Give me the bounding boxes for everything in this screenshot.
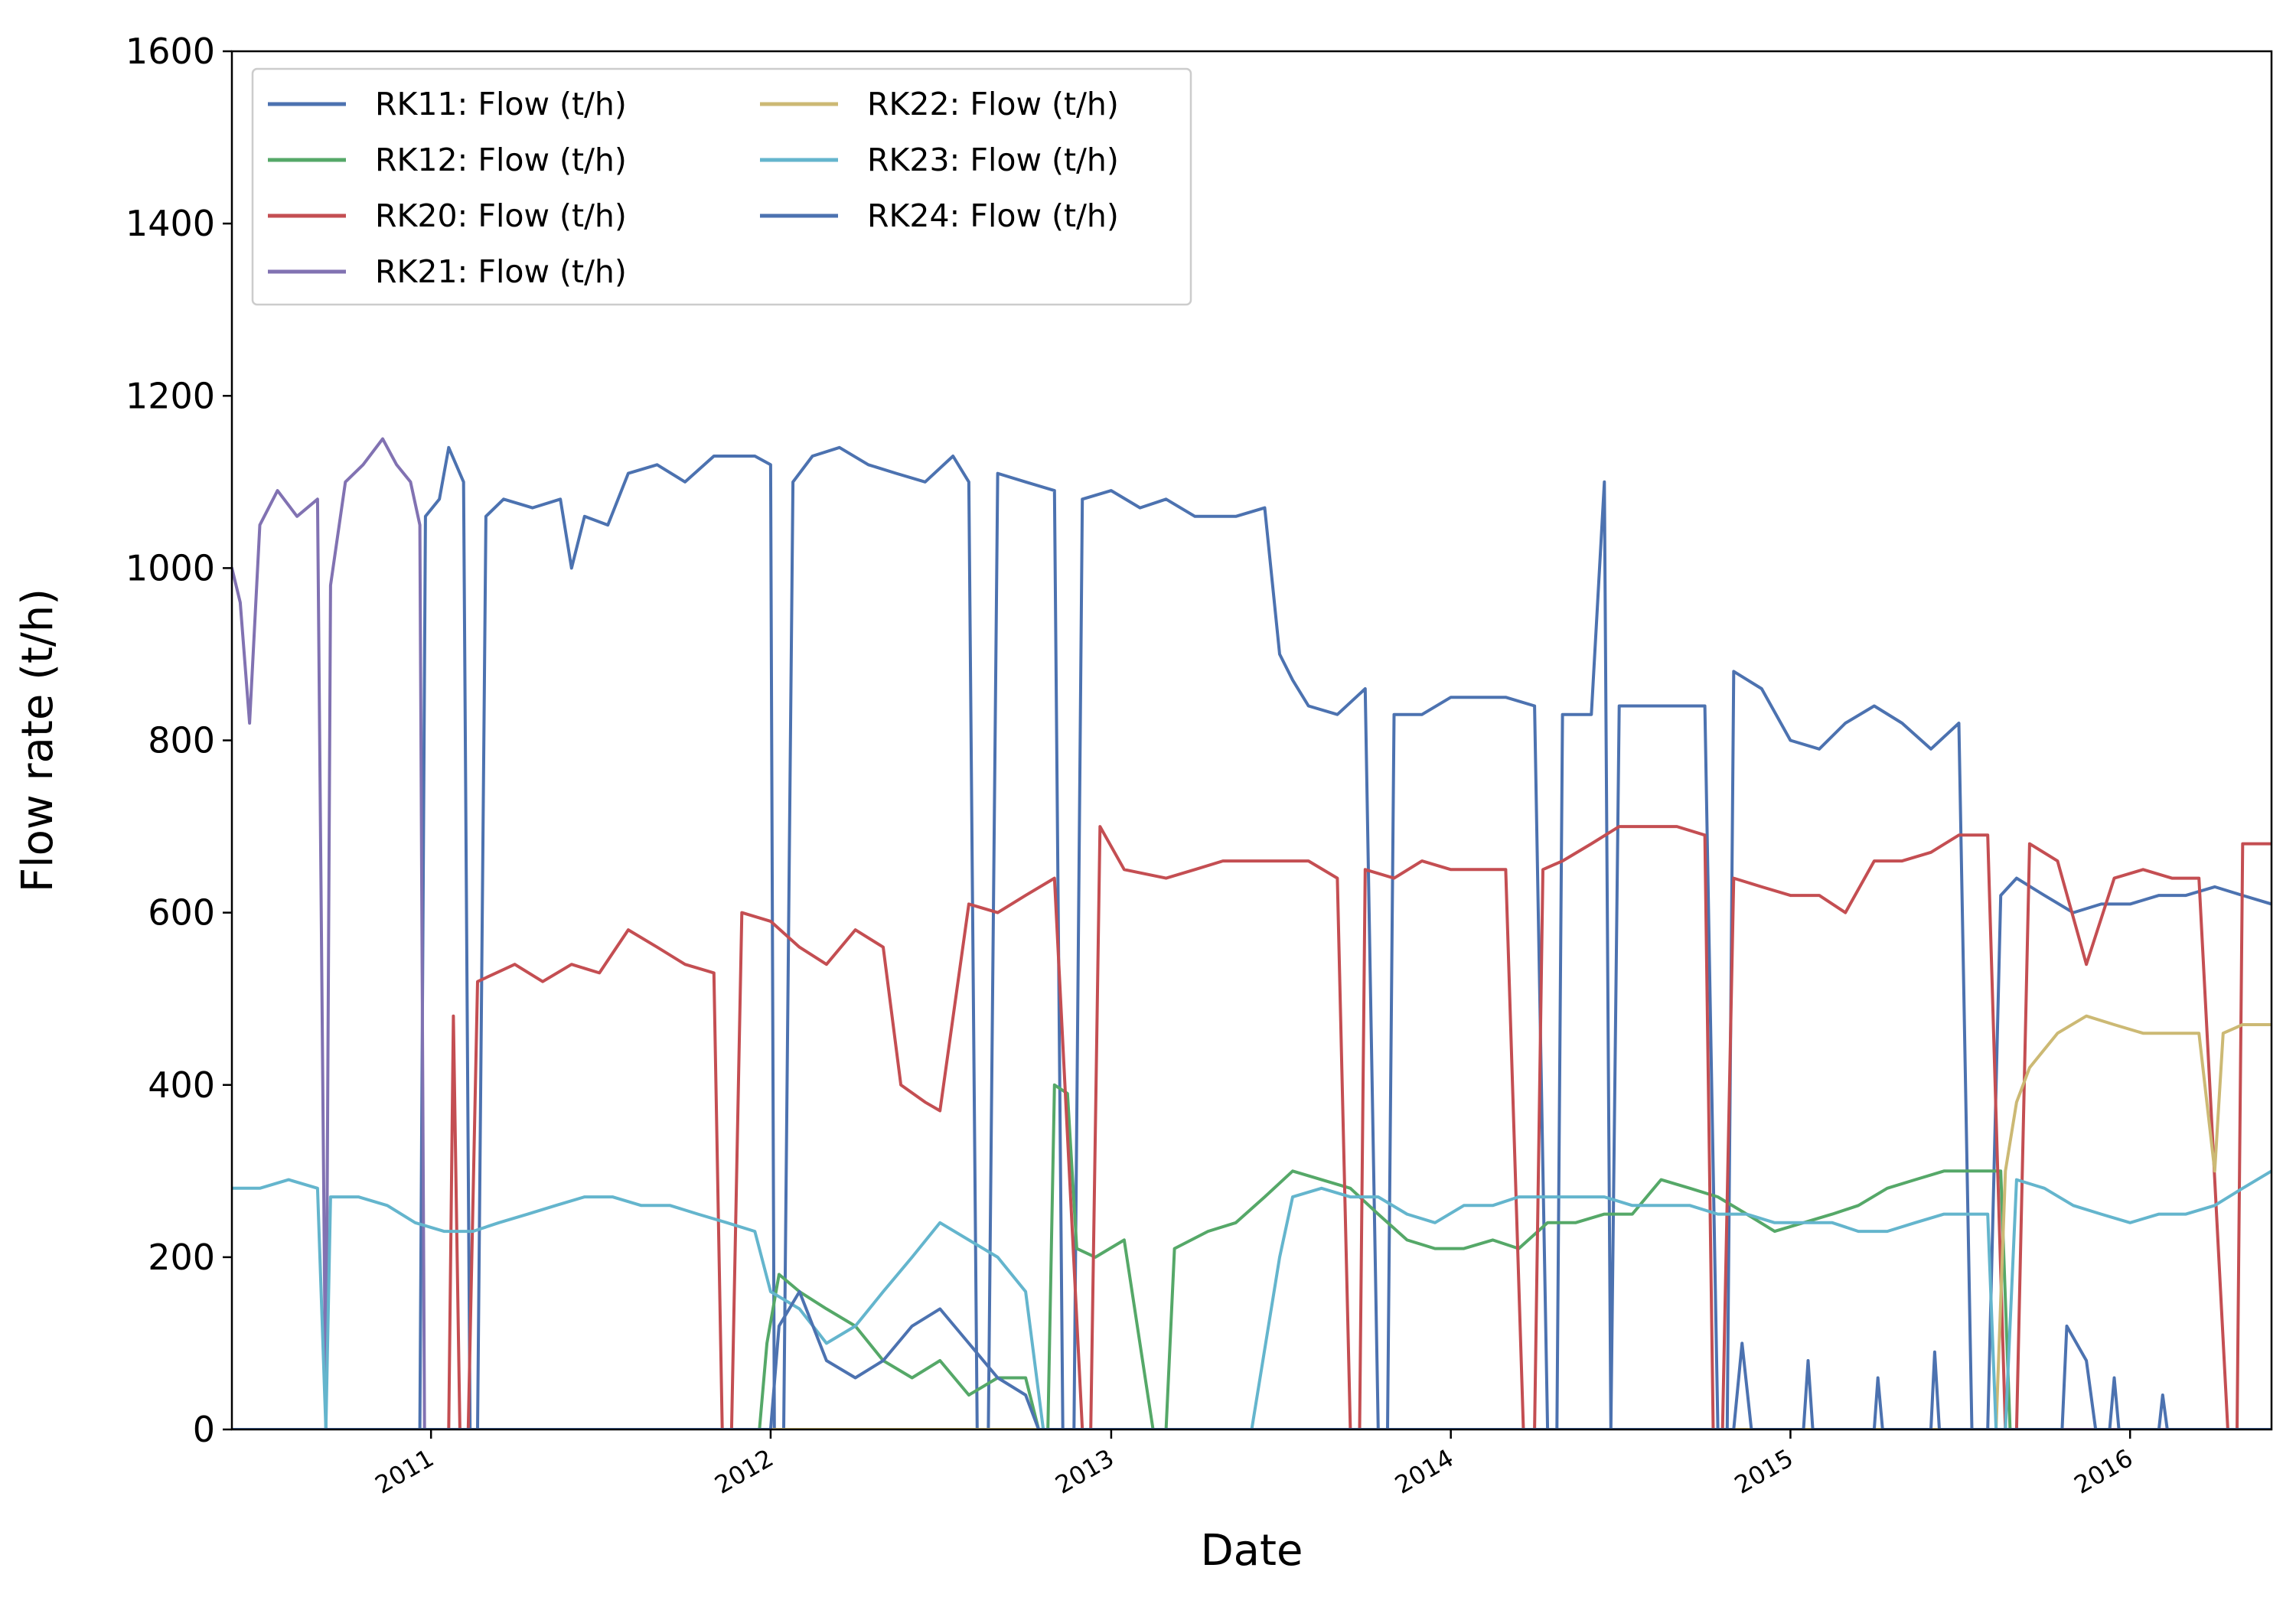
legend-label: RK23: Flow (t/h) [867, 142, 1119, 178]
y-tick-label: 400 [148, 1064, 215, 1106]
x-tick-label: 2015 [1730, 1443, 1799, 1500]
y-axis-label: Flow rate (t/h) [13, 588, 63, 892]
series-line-rk24 [232, 1289, 2272, 1429]
series-line-rk23 [232, 1169, 2272, 1429]
y-tick-label: 800 [148, 720, 215, 761]
series-line-rk20 [232, 825, 2272, 1429]
y-tick-label: 600 [148, 892, 215, 934]
x-tick-label: 2011 [370, 1443, 439, 1500]
y-tick-label: 1200 [126, 375, 215, 416]
y-tick-label: 1000 [126, 547, 215, 588]
series-line-rk22 [232, 1014, 2272, 1429]
x-tick-label: 2012 [709, 1443, 778, 1500]
legend-label: RK12: Flow (t/h) [375, 142, 627, 178]
legend-label: RK22: Flow (t/h) [867, 86, 1119, 122]
y-tick-label: 0 [193, 1409, 215, 1450]
legend-label: RK24: Flow (t/h) [867, 197, 1119, 234]
series-layer [232, 437, 2272, 1429]
y-axis-ticks: 0 200 400 600 800 1000 1200 1400 1600 [126, 31, 232, 1450]
x-tick-label: 2016 [2069, 1443, 2138, 1500]
legend-label: RK11: Flow (t/h) [375, 86, 627, 122]
legend-label: RK20: Flow (t/h) [375, 197, 627, 234]
x-tick-label: 2014 [1390, 1443, 1459, 1500]
legend-label: RK21: Flow (t/h) [375, 253, 627, 290]
y-tick-label: 1600 [126, 31, 215, 72]
x-axis-ticks: 2011 2012 2013 2014 2015 2016 [370, 1429, 2138, 1500]
series-line-rk11 [232, 445, 2272, 1429]
legend-box [251, 67, 1192, 306]
x-axis-label: Date [1201, 1526, 1303, 1576]
legend: RK11: Flow (t/h) RK12: Flow (t/h) RK20: Fl… [251, 67, 1192, 306]
y-tick-label: 1400 [126, 203, 215, 244]
series-line-rk21 [232, 437, 2272, 1429]
y-tick-label: 200 [148, 1237, 215, 1278]
x-tick-label: 2013 [1050, 1443, 1119, 1500]
